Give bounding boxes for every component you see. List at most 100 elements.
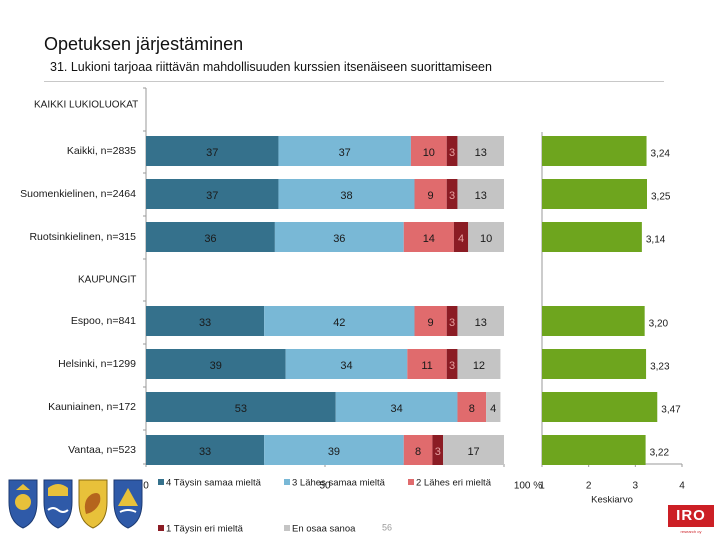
- bar-segment-2: [414, 306, 447, 336]
- bar-value-label: 3: [435, 446, 441, 458]
- bar-segment-0: [457, 179, 504, 209]
- bar-value-label: 13: [475, 317, 487, 329]
- bar-segment-0: [443, 435, 504, 465]
- group-label: KAUPUNGIT: [78, 275, 136, 286]
- bar-value-label: 37: [206, 190, 218, 202]
- group-label: KAIKKI LUKIOLUOKAT: [34, 100, 138, 111]
- espoo-crest-icon: [8, 479, 38, 529]
- page-number: 56: [382, 522, 392, 532]
- bar-value-label: 9: [428, 190, 434, 202]
- bar-value-label: 39: [210, 360, 222, 372]
- category-label: Kaikki, n=2835: [67, 145, 136, 157]
- main-x-tick-label: 100 %: [514, 481, 542, 492]
- bar-value-label: 33: [199, 317, 211, 329]
- bar-segment-4: [146, 392, 336, 422]
- bar-segment-3: [285, 349, 408, 379]
- bar-value-label: 4: [458, 233, 464, 245]
- bar-value-label: 4: [490, 403, 496, 415]
- category-label: Vantaa, n=523: [68, 444, 136, 456]
- legend-label: 2 Lähes eri mieltä: [416, 478, 492, 489]
- avg-value-label: 3,25: [651, 192, 671, 203]
- legend-swatch: [284, 525, 290, 531]
- logo-tagline: research oy: [680, 529, 702, 534]
- vantaa-crest-icon: [113, 479, 143, 529]
- bar-value-label: 37: [206, 147, 218, 159]
- category-label: Ruotsinkielinen, n=315: [29, 231, 136, 243]
- kauniainen-crest-icon: [78, 479, 108, 529]
- bar-segment-0: [457, 349, 501, 379]
- legend-label: 3 Lähes samaa mieltä: [292, 478, 386, 489]
- avg-bar: [542, 435, 646, 465]
- title-divider: [44, 81, 664, 82]
- avg-bar: [542, 222, 642, 252]
- page-subtitle: 31. Lukioni tarjoaa riittävän mahdollisu…: [50, 60, 492, 74]
- bar-segment-2: [457, 392, 487, 422]
- avg-x-tick-label: 4: [679, 481, 685, 492]
- avg-value-label: 3,14: [646, 235, 666, 246]
- bar-segment-3: [274, 222, 404, 252]
- bar-value-label: 10: [423, 147, 435, 159]
- bar-value-label: 36: [204, 233, 216, 245]
- bar-value-label: 14: [423, 233, 435, 245]
- bar-value-label: 3: [449, 147, 455, 159]
- helsinki-crest-icon: [43, 479, 73, 529]
- legend-swatch: [158, 525, 164, 531]
- avg-value-label: 3,23: [650, 362, 670, 373]
- bar-value-label: 33: [199, 446, 211, 458]
- bar-segment-3: [278, 136, 411, 166]
- bar-segment-1: [453, 222, 469, 252]
- avg-bar: [542, 306, 645, 336]
- bar-segment-3: [278, 179, 415, 209]
- bar-segment-2: [403, 222, 454, 252]
- bar-value-label: 38: [340, 190, 352, 202]
- bar-value-label: 10: [480, 233, 492, 245]
- bar-value-label: 34: [340, 360, 352, 372]
- bar-value-label: 12: [473, 360, 485, 372]
- bar-value-label: 42: [333, 317, 345, 329]
- bar-segment-4: [146, 306, 265, 336]
- bar-value-label: 3: [449, 190, 455, 202]
- legend-swatch: [408, 479, 414, 485]
- avg-x-tick-label: 1: [539, 481, 545, 492]
- avg-value-label: 3,20: [649, 319, 669, 330]
- legend-swatch: [284, 479, 290, 485]
- municipal-crests: [8, 479, 143, 529]
- avg-value-label: 3,22: [650, 448, 670, 459]
- bar-value-label: 3: [449, 360, 455, 372]
- bar-value-label: 17: [467, 446, 479, 458]
- avg-bar: [542, 136, 647, 166]
- logo-text: IRO: [668, 505, 714, 527]
- bar-value-label: 36: [333, 233, 345, 245]
- iro-logo: IRO research oy: [668, 505, 716, 535]
- bar-segment-1: [432, 435, 444, 465]
- bar-value-label: 3: [449, 317, 455, 329]
- bar-segment-4: [146, 179, 279, 209]
- avg-bar: [542, 392, 658, 422]
- bar-value-label: 34: [390, 403, 402, 415]
- avg-value-label: 3,24: [651, 149, 671, 160]
- bar-value-label: 13: [475, 147, 487, 159]
- main-x-tick-label: 0: [143, 481, 149, 492]
- bar-value-label: 53: [235, 403, 247, 415]
- bar-segment-0: [486, 392, 501, 422]
- bar-segment-1: [446, 179, 458, 209]
- legend-swatch: [158, 479, 164, 485]
- bar-segment-3: [335, 392, 458, 422]
- avg-bar: [542, 349, 647, 379]
- bar-segment-4: [146, 136, 279, 166]
- bar-value-label: 37: [339, 147, 351, 159]
- bar-value-label: 13: [475, 190, 487, 202]
- legend-label: 1 Täysin eri mieltä: [166, 524, 244, 535]
- bar-value-label: 8: [415, 446, 421, 458]
- bar-segment-0: [468, 222, 504, 252]
- avg-x-tick-label: 3: [633, 481, 639, 492]
- bar-segment-2: [407, 349, 447, 379]
- bar-value-label: 39: [328, 446, 340, 458]
- bar-segment-4: [146, 349, 286, 379]
- bar-segment-2: [403, 435, 433, 465]
- bar-segment-4: [146, 435, 265, 465]
- bar-segment-2: [410, 136, 447, 166]
- bar-segment-0: [457, 306, 504, 336]
- avg-x-axis-title: Keskiarvo: [591, 495, 633, 506]
